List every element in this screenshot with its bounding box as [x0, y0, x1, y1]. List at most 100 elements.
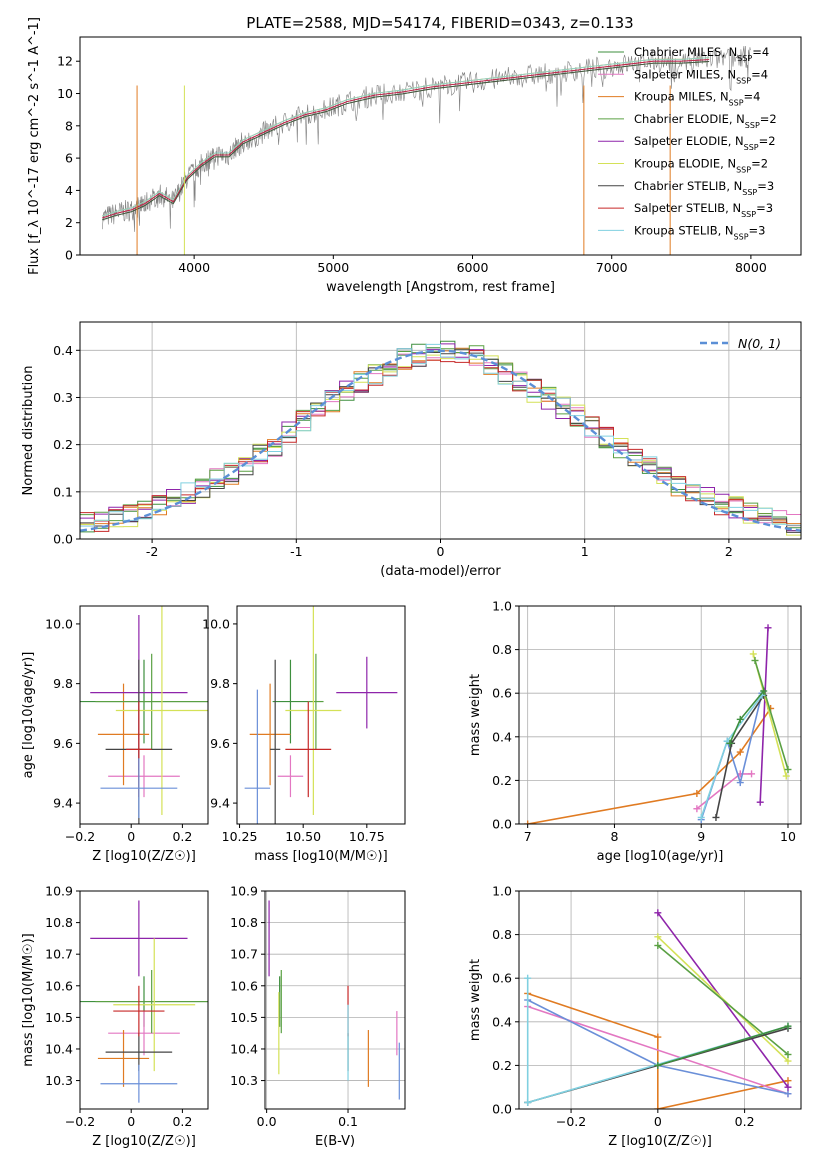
x-axis-label: (data-model)/error: [380, 564, 501, 579]
x-tick-label: 0: [127, 1114, 135, 1129]
y-tick-label: 0.4: [492, 1014, 512, 1029]
plot-area-weight_vs_Z: [524, 909, 792, 1109]
x-tick-label: -2: [146, 544, 158, 559]
x-tick-label: 4000: [178, 260, 210, 275]
x-axis-label: age [log10(age/yr)]: [597, 849, 724, 864]
panel-weight_vs_Z: −0.2 0 0.2 0.0 0.2 0.4 0.6 0.8 1.0 Z [log10(Z/Z☉)…: [468, 884, 802, 1149]
y-tick-label: 0.0: [492, 817, 512, 832]
x-tick-label: 9: [697, 829, 705, 844]
weight-line-5: [754, 660, 789, 770]
y-tick-label: 10.3: [45, 1073, 73, 1088]
axes-frame: [79, 36, 802, 256]
y-tick-label: 0.2: [53, 437, 73, 452]
legend-label: Chabrier ELODIE, NSSP=2: [634, 112, 777, 129]
y-tick-label: 10.4: [45, 1041, 73, 1056]
x-tick-label: 0: [437, 544, 445, 559]
axes-frame: [518, 890, 802, 1110]
plot-area-spectrum: [102, 45, 751, 255]
y-tick-label: 10.8: [45, 915, 73, 930]
y-tick-label: 9.4: [53, 796, 73, 811]
legend-label: Salpeter ELODIE, NSSP=2: [634, 134, 776, 152]
y-tick-label: 9.4: [210, 796, 230, 811]
spectrum-model-line-8: [102, 57, 710, 217]
axes-frame: [264, 890, 406, 1110]
panel-age_vs_Z: −0.2 0 0.2 9.4 9.6 9.8 10.0 Z [log10(Z/Z☉)] age …: [21, 605, 209, 864]
y-tick-label: 10.6: [45, 978, 73, 993]
spectrum-data-line: [102, 45, 751, 232]
axes-frame: [79, 890, 209, 1110]
x-tick-label: −0.2: [65, 829, 95, 844]
y-tick-label: 9.8: [53, 676, 73, 691]
y-tick-label: 10.9: [45, 884, 73, 899]
plot-area-residuals: [80, 340, 801, 539]
x-tick-label: 8: [610, 829, 618, 844]
y-axis-label: Normed distribution: [21, 366, 36, 496]
x-tick-label: 7000: [596, 260, 628, 275]
x-axis-label: Z [log10(Z/Z☉)]: [92, 849, 196, 864]
panel-age_vs_mass: 10.25 10.50 10.75 9.4 9.6 9.8 10.0 mass [log10(…: [202, 605, 406, 864]
y-tick-label: 6: [65, 151, 73, 166]
y-tick-label: 0.4: [492, 729, 512, 744]
y-tick-label: 4: [65, 183, 73, 198]
y-tick-label: 2: [65, 215, 73, 230]
legend-label: Kroupa STELIB, NSSP=3: [634, 223, 765, 241]
panel-spectrum: 4000 5000 6000 7000 8000 0 2 4 6 8 10 12 wavelength …: [27, 17, 802, 295]
panel-mass_vs_Z: −0.2 0 0.2 10.3 10.4 10.5 10.6 10.7 10.8 10.9 Z [l…: [21, 884, 209, 1149]
axes-frame: [79, 605, 209, 825]
plot-area-age_vs_mass: [244, 606, 398, 824]
spectrum-model-line-0: [102, 61, 710, 221]
legend-label: Kroupa ELODIE, NSSP=2: [634, 157, 768, 175]
y-tick-label: 10.5: [45, 1010, 73, 1025]
weight-line-4: [657, 936, 789, 1062]
y-tick-label: 0.8: [492, 927, 512, 942]
weight-line-5: [657, 944, 789, 1056]
x-tick-label: 5000: [317, 260, 349, 275]
grid-weight_vs_age: [519, 605, 801, 825]
y-tick-label: 0: [65, 248, 73, 263]
y-tick-label: 9.6: [210, 736, 230, 751]
y-tick-label: 10.8: [230, 915, 258, 930]
y-tick-label: 0.3: [53, 390, 73, 405]
spectrum-model-line-3: [102, 61, 710, 221]
weight-line-0: [527, 992, 789, 1109]
y-tick-label: 10.9: [230, 884, 258, 899]
x-tick-label: 0.1: [338, 1114, 358, 1129]
x-tick-label: 10: [780, 829, 796, 844]
x-tick-label: 8000: [735, 260, 767, 275]
y-tick-label: 0.8: [492, 642, 512, 657]
y-tick-label: 0.6: [492, 971, 512, 986]
x-axis-label: mass [log10(M/M☉)]: [254, 849, 387, 864]
x-tick-label: 10.25: [222, 829, 258, 844]
y-axis-label: mass [log10(M/M☉)]: [21, 933, 36, 1066]
spectrum-legend: Chabrier MILES, NSSP=4 Salpeter MILES, NS…: [598, 45, 777, 241]
y-tick-label: 0.2: [492, 1058, 512, 1073]
legend-label: Chabrier STELIB, NSSP=3: [634, 179, 774, 197]
x-tick-label: −0.2: [65, 1114, 95, 1129]
x-tick-label: 0.2: [172, 829, 192, 844]
histogram-step-7: [80, 350, 801, 539]
y-axis-label: mass weight: [468, 674, 483, 756]
axes-frame: [518, 605, 802, 825]
legend-label: Chabrier MILES, NSSP=4: [634, 45, 769, 63]
x-axis-label: Z [log10(Z/Z☉)]: [92, 1134, 196, 1149]
y-axis-label: age [log10(age/yr)]: [21, 652, 36, 779]
x-tick-label: 0: [654, 1114, 662, 1129]
plot-area-mass_vs_Z: [80, 900, 208, 1103]
weight-line-8: [657, 1025, 789, 1067]
y-tick-label: 10.4: [230, 1041, 258, 1056]
y-tick-label: 0.0: [492, 1102, 512, 1117]
y-tick-label: 10.7: [230, 947, 258, 962]
y-tick-label: 0.1: [53, 484, 73, 499]
x-tick-label: 0.0: [257, 1114, 277, 1129]
y-tick-label: 9.6: [53, 736, 73, 751]
plot-area-age_vs_Z: [80, 606, 208, 824]
y-tick-label: 9.8: [210, 676, 230, 691]
spectrum-model-line-7: [102, 59, 710, 219]
weight-line-3: [759, 627, 769, 803]
figure-title: PLATE=2588, MJD=54174, FIBERID=0343, z=0…: [246, 14, 633, 32]
y-tick-label: 10: [57, 86, 73, 101]
normal-curve: [80, 349, 801, 532]
spectrum-model-line-6: [102, 61, 710, 221]
y-tick-label: 0.2: [492, 773, 512, 788]
